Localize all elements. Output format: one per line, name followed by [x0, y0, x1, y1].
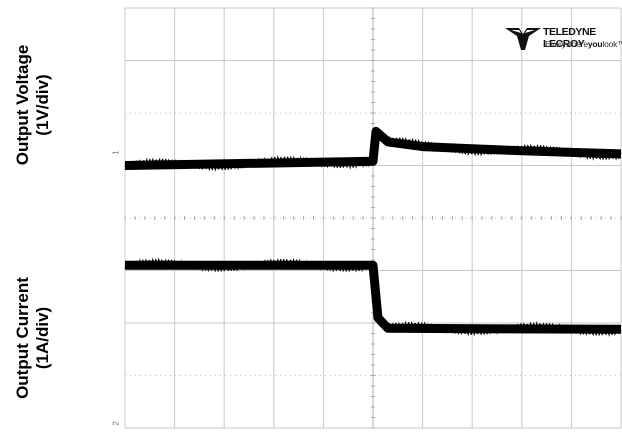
scope-grid: [124, 7, 622, 429]
logo-tagline: Everywhereyoulook™: [545, 39, 622, 49]
scope-traces: [124, 126, 622, 338]
lecroy-logo-icon: [505, 28, 541, 50]
trace-noise-1: [124, 127, 622, 172]
logo-brand: TELEDYNE LECROY: [543, 26, 596, 50]
trace-noise-2: [124, 257, 622, 338]
teledyne-lecroy-logo: TELEDYNE LECROY Everywhereyoulook™: [505, 24, 622, 54]
channel-2-marker: 2: [111, 421, 121, 426]
channel-1-marker: 1: [111, 150, 121, 155]
